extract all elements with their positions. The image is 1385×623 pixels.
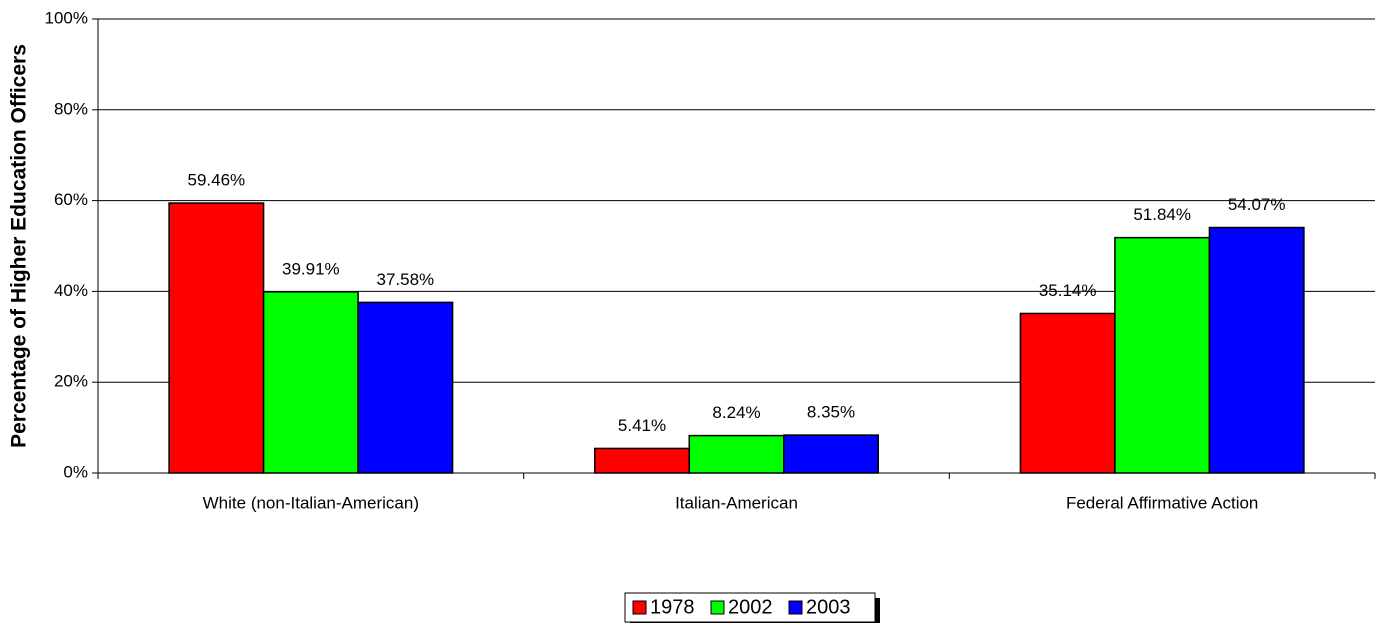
legend-label: 2003 bbox=[806, 596, 851, 618]
bar bbox=[594, 447, 690, 474]
bar bbox=[688, 434, 785, 474]
bar bbox=[357, 301, 454, 474]
value-label: 8.24% bbox=[712, 403, 760, 422]
value-label: 39.91% bbox=[282, 259, 340, 278]
legend-swatch bbox=[710, 600, 725, 615]
value-label: 59.46% bbox=[187, 171, 245, 190]
y-tick-label: 100% bbox=[45, 8, 88, 27]
bar bbox=[262, 291, 359, 474]
y-tick-label: 0% bbox=[63, 462, 88, 481]
value-label: 54.07% bbox=[1228, 195, 1286, 214]
y-tick-label: 20% bbox=[54, 372, 88, 391]
bar bbox=[1208, 226, 1305, 474]
bar bbox=[783, 434, 879, 474]
bar bbox=[1019, 312, 1116, 474]
y-tick-label: 60% bbox=[54, 190, 88, 209]
legend-label: 1978 bbox=[650, 596, 695, 618]
y-tick-label: 40% bbox=[54, 281, 88, 300]
x-tick-label: White (non-Italian-American) bbox=[203, 493, 419, 512]
x-tick-label: Italian-American bbox=[675, 493, 798, 512]
value-label: 5.41% bbox=[618, 416, 666, 435]
y-axis-label: Percentage of Higher Education Officers bbox=[8, 44, 31, 448]
x-tick-label: Federal Affirmative Action bbox=[1066, 493, 1258, 512]
legend-label: 2002 bbox=[728, 596, 773, 618]
legend bbox=[624, 592, 876, 623]
legend-swatch bbox=[788, 600, 803, 615]
value-label: 37.58% bbox=[376, 270, 434, 289]
legend-swatch bbox=[632, 600, 647, 615]
y-tick-label: 80% bbox=[54, 99, 88, 118]
value-label: 51.84% bbox=[1133, 205, 1191, 224]
value-label: 8.35% bbox=[807, 403, 855, 422]
value-label: 35.14% bbox=[1039, 281, 1097, 300]
bar bbox=[168, 202, 265, 474]
bar bbox=[1114, 236, 1211, 474]
